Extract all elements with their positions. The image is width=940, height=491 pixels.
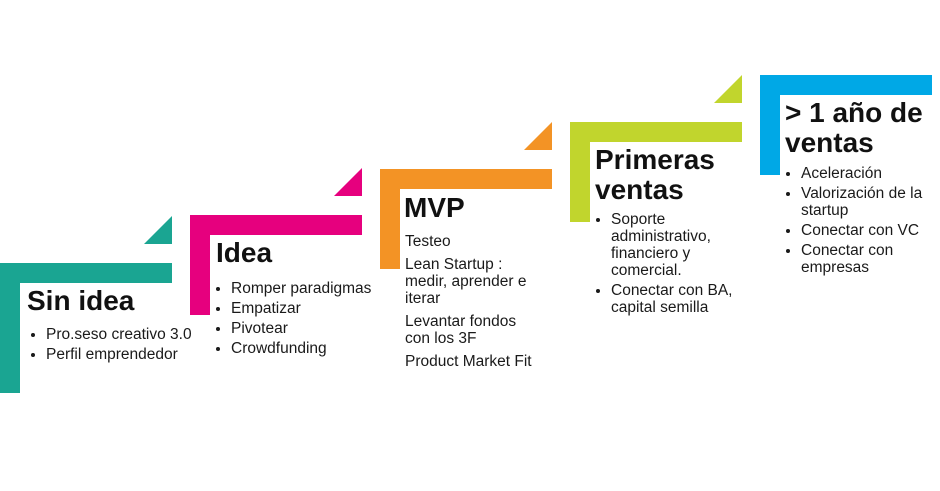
stage-1-items: Pro.seso creativo 3.0 Perfil emprendedor <box>30 326 196 366</box>
stage-1-bracket <box>0 263 172 393</box>
stage-4-title: Primeras ventas <box>595 144 715 205</box>
stage-5-title: > 1 año de ventas <box>785 97 923 158</box>
list-item: Product Market Fit <box>405 353 532 370</box>
stage-1-title: Sin idea <box>27 285 135 316</box>
stage-5-bar-top <box>760 75 932 95</box>
stage-2-title: Idea <box>216 237 273 268</box>
stage-2-bar-side <box>190 215 210 315</box>
stage-4-bracket <box>570 122 742 222</box>
list-item: Soporte administrativo, financiero y com… <box>611 211 761 279</box>
stage-2-items: Romper paradigmas Empatizar Pivotear Cro… <box>215 280 381 360</box>
stage-5-bar-side <box>760 75 780 175</box>
stage-5-items: Aceleración Valorización de la startup C… <box>785 165 940 279</box>
list-item: Conectar con BA, capital semilla <box>611 282 761 316</box>
stage-4-items: Soporte administrativo, financiero y com… <box>595 211 761 319</box>
list-item: Crowdfunding <box>231 340 381 357</box>
stage-3-bar-top <box>380 169 552 189</box>
stage-4-bar-top <box>570 122 742 142</box>
list-item: Valorización de la startup <box>801 185 940 219</box>
stage-1-bar-side <box>0 263 20 393</box>
stage-3-arrow-tip <box>524 122 552 150</box>
list-item: Testeo <box>405 233 451 250</box>
list-item: Empatizar <box>231 300 381 317</box>
list-item: Conectar con empresas <box>801 242 940 276</box>
stage-3-bar-side <box>380 169 400 269</box>
stage-1-arrow-tip <box>144 216 172 244</box>
list-item: Pro.seso creativo 3.0 <box>46 326 196 343</box>
list-item: Conectar con VC <box>801 222 940 239</box>
list-item: Levantar fondos con los 3F <box>405 313 517 347</box>
stage-1-bar-top <box>0 263 172 283</box>
stage-2-bar-top <box>190 215 362 235</box>
list-item: Lean Startup : medir, aprender e iterar <box>405 256 527 307</box>
stage-4-bar-side <box>570 122 590 222</box>
stage-2-arrow-tip <box>334 168 362 196</box>
list-item: Aceleración <box>801 165 940 182</box>
stage-3-bracket <box>380 169 552 269</box>
list-item: Romper paradigmas <box>231 280 381 297</box>
stage-3-title: MVP <box>404 192 465 223</box>
list-item: Perfil emprendedor <box>46 346 196 363</box>
list-item: Pivotear <box>231 320 381 337</box>
stage-5-bracket <box>760 75 932 175</box>
stage-4-arrow-tip <box>714 75 742 103</box>
stage-3-items: Testeo Lean Startup : medir, aprender e … <box>405 233 545 376</box>
stage-2-bracket <box>190 215 362 315</box>
